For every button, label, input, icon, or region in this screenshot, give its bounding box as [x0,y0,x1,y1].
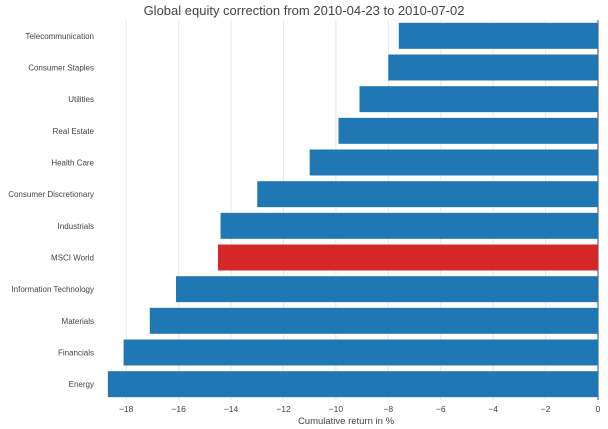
bar-financials [123,339,598,366]
category-label: Energy [69,380,94,389]
bar-energy [107,371,598,398]
category-label: Industrials [58,222,94,231]
category-label: MSCI World [51,254,94,263]
bar-industrials [220,212,598,239]
bar-consumer-discretionary [257,181,598,208]
category-label: Financials [58,349,94,358]
gridlines [125,20,599,400]
bar-utilities [359,86,598,113]
x-tick-labels: −18 −16 −14 −12 −10 −8 −6 −4 −2 0 [119,404,601,414]
x-tick-label: −16 [171,404,186,414]
x-tick-label: −18 [119,404,134,414]
bar-telecommunication [398,22,598,49]
bar-msci-world [217,244,598,271]
x-axis-title: Cumulative return in % [298,416,395,427]
bar-information-technology [176,276,598,303]
x-tick-label: −14 [224,404,239,414]
x-tick-label: −6 [436,404,446,414]
category-label: Real Estate [53,127,95,136]
bars [107,22,599,398]
category-label: Information Technology [11,285,94,294]
bar-consumer-staples [388,54,598,81]
x-tick-label: 0 [596,404,601,414]
x-tick-label: −2 [541,404,551,414]
category-label: Health Care [51,159,94,168]
category-label: Consumer Discretionary [8,190,94,199]
x-tick-label: −10 [329,404,344,414]
bar-real-estate [338,117,598,144]
bar-materials [149,307,599,334]
x-tick-label: −8 [383,404,393,414]
x-tick-label: −4 [488,404,498,414]
category-label: Materials [62,317,94,326]
category-label: Telecommunication [26,32,94,41]
category-labels: Telecommunication Consumer Staples Utiliti… [8,32,94,389]
x-tick-label: −12 [276,404,291,414]
category-label: Utilities [68,95,94,104]
category-label: Consumer Staples [28,64,94,73]
chart-title: Global equity correction from 2010-04-23… [144,3,465,18]
bar-health-care [309,149,598,176]
